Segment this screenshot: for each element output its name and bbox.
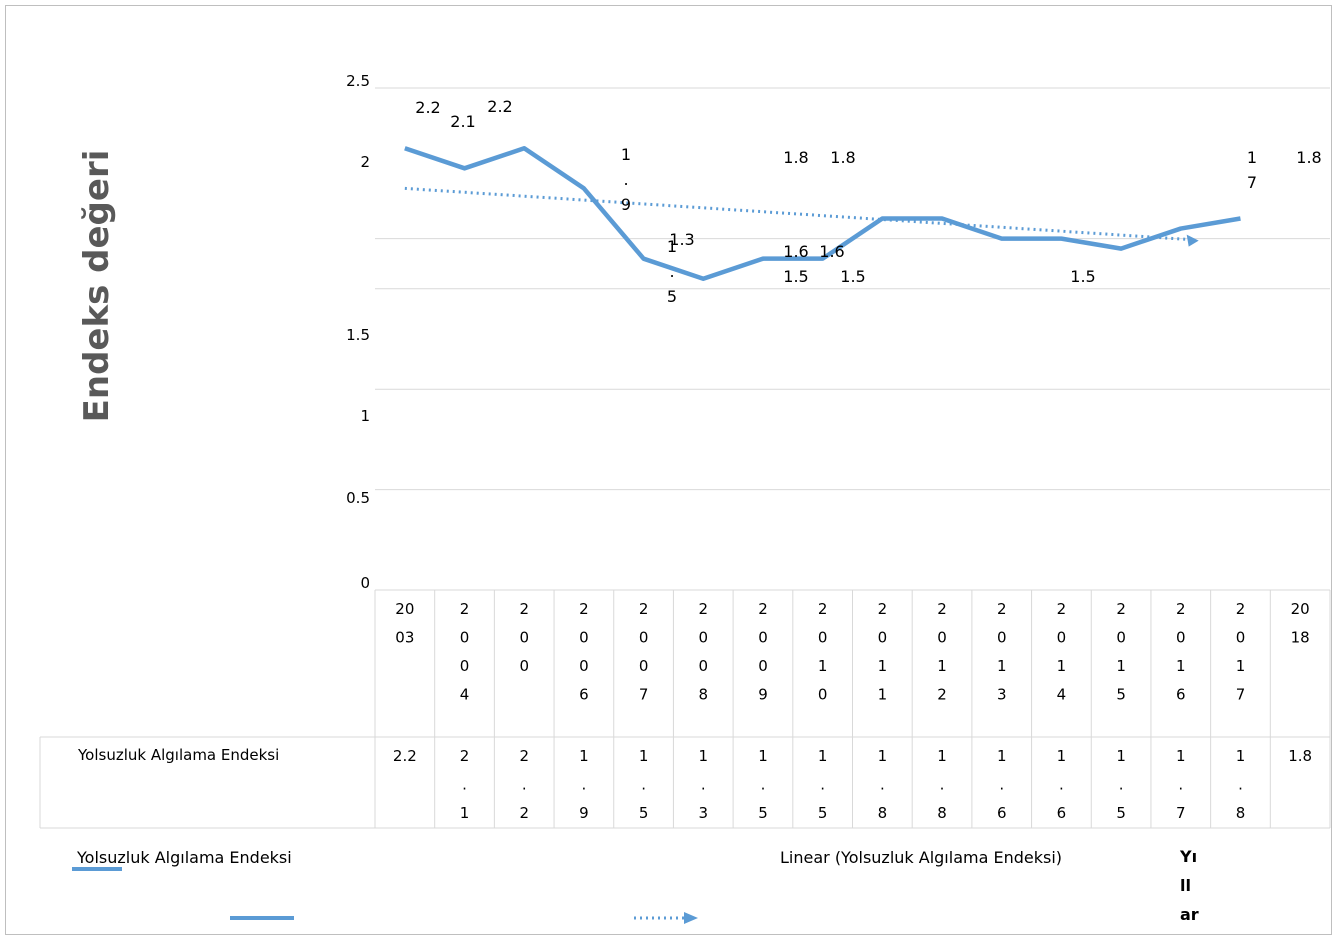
table-cell: 1.8	[878, 747, 888, 822]
y-tick-label: 1.5	[346, 326, 370, 344]
y-tick-label: 0.5	[346, 489, 370, 507]
data-label: 1.8	[783, 148, 808, 167]
data-label: 1.6	[819, 242, 844, 261]
data-label: 1.8	[830, 148, 855, 167]
data-label: 1.5	[783, 267, 808, 286]
table-cell: 1.6	[1057, 747, 1067, 822]
table-cell: 1.5	[818, 747, 828, 822]
table-cell: 1.5	[1116, 747, 1126, 822]
legend-trend-label: Linear (Yolsuzluk Algılama Endeksi)	[780, 848, 1062, 867]
data-label: 1.5	[840, 267, 865, 286]
legend-series-label: Yolsuzluk Algılama Endeksi	[76, 848, 292, 867]
chart-frame	[5, 5, 1332, 935]
y-tick-label: 2	[360, 153, 370, 171]
data-label: 1.3	[669, 230, 694, 249]
table-cell: 1.7	[1176, 747, 1186, 822]
table-cell: 1.6	[997, 747, 1007, 822]
table-cell: 1.5	[639, 747, 649, 822]
table-cell: 1.9	[579, 747, 589, 822]
data-label: 1.5	[667, 237, 677, 306]
table-cell: 1.8	[1288, 747, 1312, 765]
table-cell: 1.8	[1236, 747, 1246, 822]
data-label: 2.2	[487, 97, 512, 116]
y-tick-label: 1	[360, 407, 370, 425]
x-axis-title: Yı ll ar	[1179, 847, 1199, 924]
x-tick-label: 20 18	[1291, 600, 1310, 647]
y-axis-title: Endeks değeri	[77, 150, 117, 423]
legend-trend-arrow	[684, 912, 698, 924]
data-label: 1.5	[1070, 267, 1095, 286]
y-tick-label: 0	[360, 574, 370, 592]
table-cell: 2.2	[519, 747, 529, 822]
table-cell: 1.8	[937, 747, 947, 822]
y-tick-label: 2.5	[346, 72, 370, 90]
table-cell: 1.3	[699, 747, 709, 822]
data-label: 1.9	[621, 145, 631, 214]
x-tick-label: 20 03	[395, 600, 414, 647]
data-label: 1.8	[1296, 148, 1321, 167]
data-label: 1.6	[783, 242, 808, 261]
table-cell: 2.1	[460, 747, 470, 822]
table-cell: 2.2	[393, 747, 417, 765]
trendline	[404, 186, 1191, 242]
trendline-arrow	[1186, 234, 1199, 247]
data-label: 2.2	[415, 98, 440, 117]
series-line	[404, 145, 1241, 282]
data-label: 2.1	[450, 112, 475, 131]
table-row-label: Yolsuzluk Algılama Endeksi	[77, 746, 279, 764]
table-cell: 1.5	[758, 747, 768, 822]
